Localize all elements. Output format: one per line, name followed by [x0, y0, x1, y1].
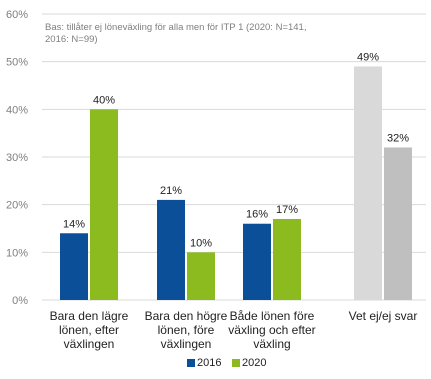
legend-label: 2020 — [242, 357, 266, 369]
y-tick-label: 20% — [6, 200, 28, 212]
y-tick-label: 30% — [6, 152, 28, 164]
data-label: 21% — [160, 185, 182, 197]
category-label: lönen, före — [158, 323, 215, 337]
data-label: 49% — [357, 51, 379, 63]
category-label: växlingen — [161, 337, 212, 351]
data-label: 17% — [276, 204, 298, 216]
y-tick-label: 0% — [12, 295, 28, 307]
bar-2016 — [243, 223, 271, 300]
bar-2020 — [90, 109, 118, 300]
category-label: växling och efter — [228, 323, 315, 337]
data-label: 40% — [93, 94, 115, 106]
y-tick-label: 50% — [6, 57, 28, 69]
legend-swatch-2020 — [232, 359, 240, 367]
category-label: växling — [253, 337, 290, 351]
y-tick-label: 10% — [6, 247, 28, 259]
chart-note: 2016: N=99) — [45, 34, 98, 45]
data-label: 10% — [190, 237, 212, 249]
data-label: 32% — [387, 132, 409, 144]
category-label: lönen, efter — [59, 323, 119, 337]
data-label: 14% — [63, 218, 85, 230]
bar-2016 — [354, 66, 382, 300]
bar-2016 — [60, 233, 88, 300]
y-tick-label: 60% — [6, 9, 28, 21]
bar-2016 — [157, 199, 185, 300]
chart-note: Bas: tillåter ej löneväxling för alla me… — [45, 22, 306, 33]
bar-2020 — [384, 147, 412, 300]
y-tick-label: 40% — [6, 104, 28, 116]
legend-label: 2016 — [197, 357, 221, 369]
category-label: Både lönen före — [230, 309, 315, 323]
legend-swatch-2016 — [187, 359, 195, 367]
bar-2020 — [273, 218, 301, 300]
bar-2020 — [187, 252, 215, 300]
category-label: Vet ej/ej svar — [349, 309, 418, 323]
data-label: 16% — [246, 209, 268, 221]
category-label: växlingen — [64, 337, 115, 351]
category-label: Bara den högre — [145, 309, 228, 323]
category-label: Bara den lägre — [50, 309, 129, 323]
